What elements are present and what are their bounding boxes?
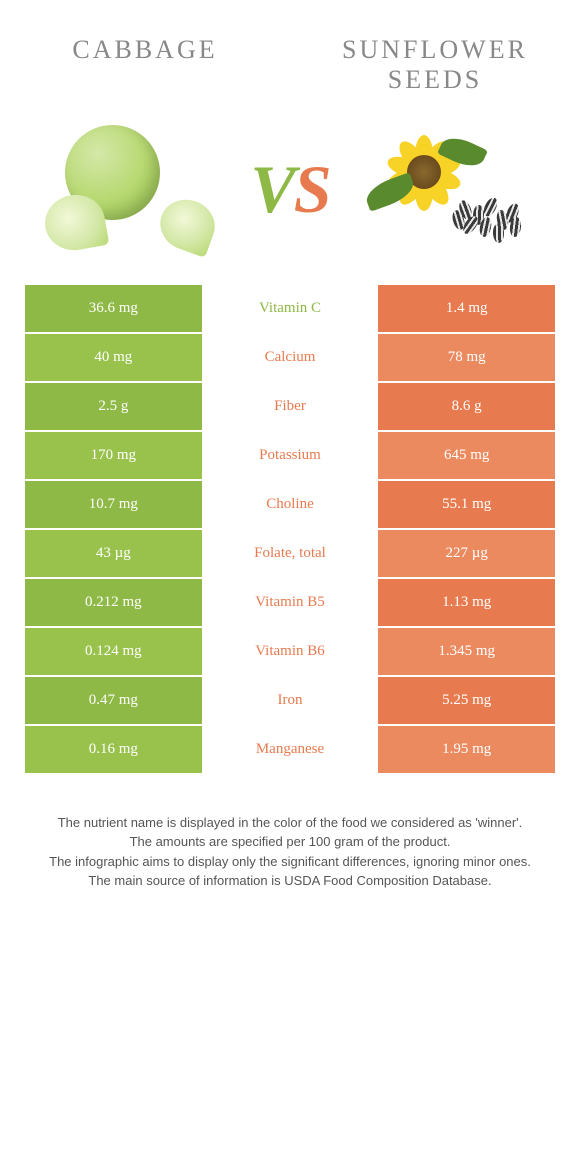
vs-v: V [250, 151, 293, 227]
cell-left-value: 0.16 mg [25, 726, 202, 775]
footnote-line: The amounts are specified per 100 gram o… [30, 832, 550, 852]
cell-nutrient-label: Vitamin B5 [202, 579, 379, 628]
table-row: 0.16 mgManganese1.95 mg [25, 726, 555, 775]
cell-left-value: 0.124 mg [25, 628, 202, 677]
cell-right-value: 5.25 mg [378, 677, 555, 726]
cell-left-value: 0.47 mg [25, 677, 202, 726]
table-row: 0.47 mgIron5.25 mg [25, 677, 555, 726]
cell-right-value: 78 mg [378, 334, 555, 383]
cell-right-value: 1.4 mg [378, 285, 555, 334]
cell-nutrient-label: Manganese [202, 726, 379, 775]
cell-nutrient-label: Vitamin C [202, 285, 379, 334]
cell-right-value: 645 mg [378, 432, 555, 481]
cell-nutrient-label: Folate, total [202, 530, 379, 579]
cabbage-icon [45, 125, 215, 255]
cell-left-value: 43 µg [25, 530, 202, 579]
cell-right-value: 1.95 mg [378, 726, 555, 775]
cell-right-value: 227 µg [378, 530, 555, 579]
vs-label: VS [250, 150, 329, 229]
nutrient-table: 36.6 mgVitamin C1.4 mg40 mgCalcium78 mg2… [25, 285, 555, 775]
table-row: 2.5 gFiber8.6 g [25, 383, 555, 432]
footnote-line: The nutrient name is displayed in the co… [30, 813, 550, 833]
cell-left-value: 170 mg [25, 432, 202, 481]
cell-nutrient-label: Iron [202, 677, 379, 726]
table-row: 43 µgFolate, total227 µg [25, 530, 555, 579]
cell-left-value: 36.6 mg [25, 285, 202, 334]
hero-row: VS [0, 115, 580, 285]
title-right: Sunflower seeds [335, 35, 535, 95]
title-left: Cabbage [45, 35, 245, 95]
footnote-line: The infographic aims to display only the… [30, 852, 550, 872]
footnote-line: The main source of information is USDA F… [30, 871, 550, 891]
sunflower-icon [365, 125, 535, 255]
cell-left-value: 40 mg [25, 334, 202, 383]
footnotes: The nutrient name is displayed in the co… [30, 813, 550, 891]
cell-right-value: 1.345 mg [378, 628, 555, 677]
cell-nutrient-label: Fiber [202, 383, 379, 432]
cell-nutrient-label: Vitamin B6 [202, 628, 379, 677]
cell-right-value: 8.6 g [378, 383, 555, 432]
table-row: 40 mgCalcium78 mg [25, 334, 555, 383]
table-row: 0.212 mgVitamin B51.13 mg [25, 579, 555, 628]
cell-right-value: 55.1 mg [378, 481, 555, 530]
table-row: 170 mgPotassium645 mg [25, 432, 555, 481]
header: Cabbage Sunflower seeds [0, 0, 580, 115]
cell-nutrient-label: Choline [202, 481, 379, 530]
cell-right-value: 1.13 mg [378, 579, 555, 628]
table-row: 10.7 mgCholine55.1 mg [25, 481, 555, 530]
cell-nutrient-label: Calcium [202, 334, 379, 383]
table-row: 0.124 mgVitamin B61.345 mg [25, 628, 555, 677]
cell-nutrient-label: Potassium [202, 432, 379, 481]
table-row: 36.6 mgVitamin C1.4 mg [25, 285, 555, 334]
vs-s: S [294, 151, 330, 227]
cell-left-value: 2.5 g [25, 383, 202, 432]
cell-left-value: 10.7 mg [25, 481, 202, 530]
cell-left-value: 0.212 mg [25, 579, 202, 628]
